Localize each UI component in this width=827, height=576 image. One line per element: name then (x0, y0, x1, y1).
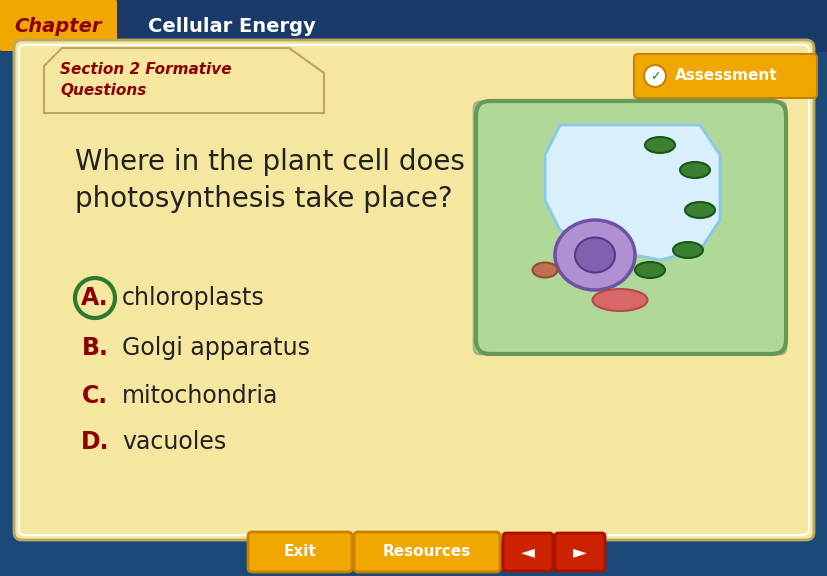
Text: Chapter: Chapter (14, 17, 102, 36)
Ellipse shape (554, 220, 634, 290)
FancyBboxPatch shape (0, 0, 117, 51)
FancyBboxPatch shape (473, 102, 785, 354)
Ellipse shape (592, 289, 647, 311)
FancyBboxPatch shape (354, 532, 500, 572)
Ellipse shape (679, 162, 709, 178)
FancyBboxPatch shape (0, 0, 827, 52)
FancyBboxPatch shape (476, 101, 785, 354)
Text: Assessment: Assessment (674, 69, 777, 84)
FancyBboxPatch shape (248, 532, 351, 572)
FancyBboxPatch shape (633, 54, 816, 98)
Ellipse shape (574, 237, 614, 272)
Polygon shape (544, 125, 719, 260)
Ellipse shape (532, 263, 557, 278)
Text: mitochondria: mitochondria (122, 384, 278, 408)
Text: D.: D. (81, 430, 109, 454)
Text: ✓: ✓ (649, 70, 659, 84)
FancyBboxPatch shape (502, 533, 552, 571)
Text: C.: C. (82, 384, 108, 408)
FancyBboxPatch shape (554, 533, 605, 571)
Text: ◄: ◄ (520, 543, 534, 561)
Text: Where in the plant cell does
photosynthesis take place?: Where in the plant cell does photosynthe… (75, 148, 464, 213)
Text: Resources: Resources (382, 544, 471, 559)
Text: Golgi apparatus: Golgi apparatus (122, 336, 309, 360)
Text: vacuoles: vacuoles (122, 430, 226, 454)
Ellipse shape (684, 202, 715, 218)
Polygon shape (44, 48, 323, 113)
Text: Exit: Exit (284, 544, 316, 559)
Ellipse shape (634, 262, 664, 278)
FancyBboxPatch shape (14, 40, 813, 540)
Ellipse shape (644, 137, 674, 153)
Text: Section 2 Formative
Questions: Section 2 Formative Questions (60, 62, 232, 98)
Text: B.: B. (82, 336, 108, 360)
Circle shape (643, 65, 665, 87)
Text: chloroplasts: chloroplasts (122, 286, 265, 310)
Ellipse shape (672, 242, 702, 258)
Text: A.: A. (81, 286, 108, 310)
Text: ►: ► (572, 543, 586, 561)
Text: Cellular Energy: Cellular Energy (148, 17, 315, 36)
